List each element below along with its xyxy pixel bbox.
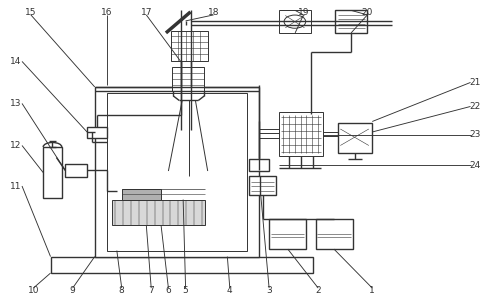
Text: 11: 11 bbox=[10, 181, 22, 191]
Bar bbox=[50, 257, 313, 273]
Bar bbox=[107, 93, 247, 251]
Text: 5: 5 bbox=[183, 286, 189, 295]
Bar bbox=[171, 32, 207, 62]
Text: 7: 7 bbox=[148, 286, 154, 295]
Bar bbox=[122, 189, 161, 200]
Text: 21: 21 bbox=[470, 78, 481, 87]
Text: 1: 1 bbox=[370, 286, 375, 295]
Text: 24: 24 bbox=[470, 161, 481, 169]
Text: 13: 13 bbox=[10, 99, 22, 108]
Text: 23: 23 bbox=[470, 131, 481, 139]
Text: 3: 3 bbox=[266, 286, 272, 295]
Text: 20: 20 bbox=[362, 8, 373, 17]
Text: 14: 14 bbox=[10, 57, 22, 66]
Bar bbox=[249, 175, 277, 195]
Bar bbox=[279, 112, 323, 156]
Text: 2: 2 bbox=[315, 286, 321, 295]
Text: 12: 12 bbox=[10, 141, 22, 150]
Bar bbox=[269, 219, 306, 249]
Text: 16: 16 bbox=[101, 8, 113, 17]
Bar bbox=[338, 123, 372, 153]
Bar bbox=[43, 147, 62, 198]
Bar bbox=[279, 10, 311, 33]
Text: 22: 22 bbox=[470, 102, 481, 111]
Text: 10: 10 bbox=[28, 286, 39, 295]
Text: 17: 17 bbox=[141, 8, 152, 17]
Text: 4: 4 bbox=[227, 286, 233, 295]
Text: 15: 15 bbox=[25, 8, 37, 17]
Text: 6: 6 bbox=[165, 286, 171, 295]
Text: 18: 18 bbox=[208, 8, 219, 17]
Bar bbox=[65, 164, 87, 177]
Bar bbox=[316, 219, 353, 249]
Text: 19: 19 bbox=[298, 8, 309, 17]
Bar bbox=[112, 200, 205, 225]
Bar bbox=[95, 87, 259, 257]
Text: 9: 9 bbox=[70, 286, 76, 295]
Bar bbox=[172, 68, 204, 92]
Bar bbox=[335, 10, 368, 33]
Bar bbox=[87, 127, 107, 138]
Bar bbox=[249, 159, 269, 171]
Text: 8: 8 bbox=[119, 286, 124, 295]
